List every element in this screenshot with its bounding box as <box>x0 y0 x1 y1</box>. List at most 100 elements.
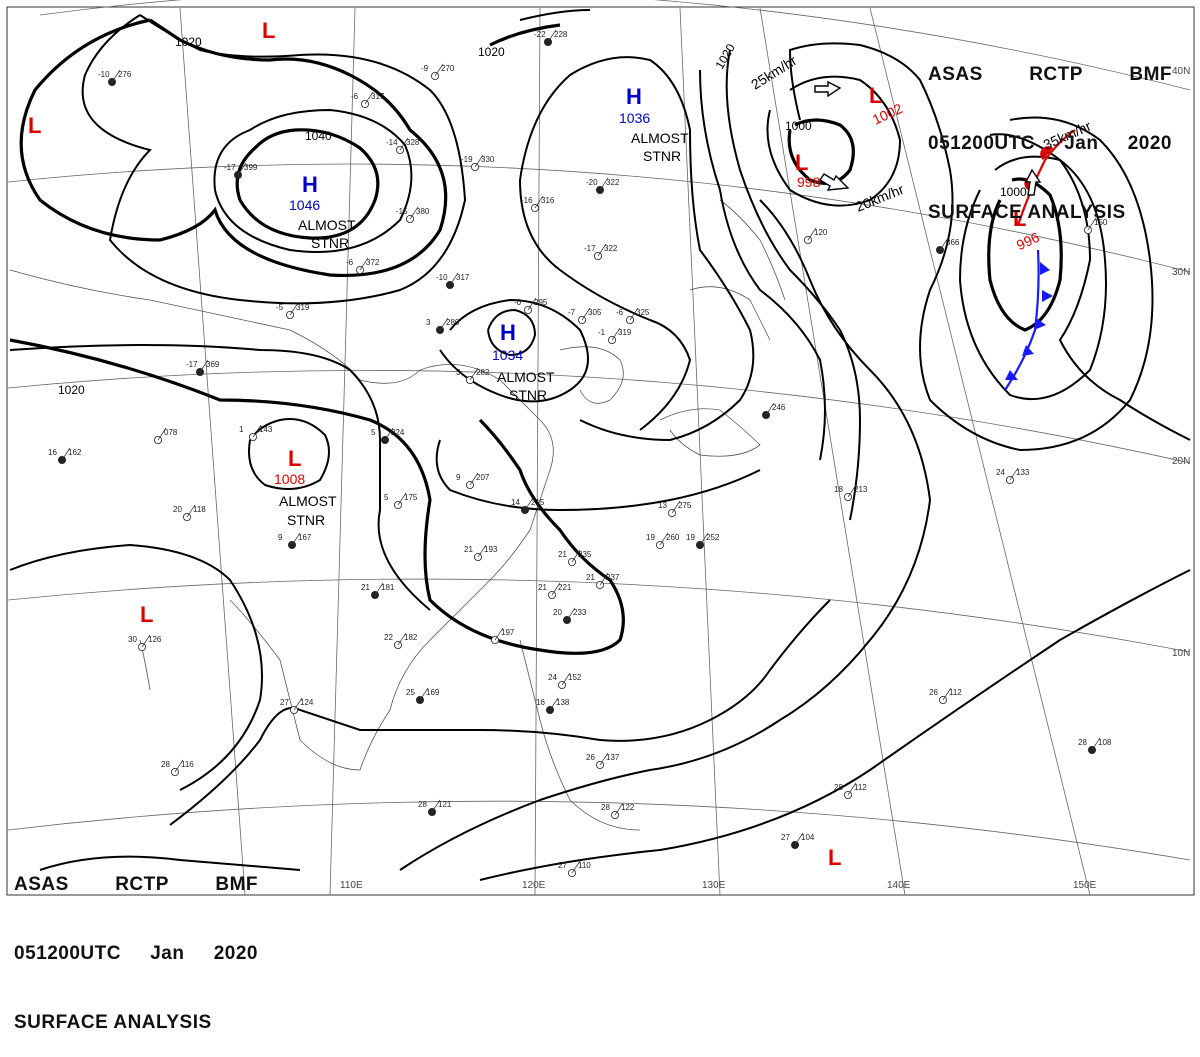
station-pressure: 270 <box>441 64 455 73</box>
station-temperature: 20 <box>173 505 182 514</box>
station-temperature: 14 <box>511 498 520 507</box>
station-temperature: 27 <box>280 698 289 707</box>
station-plot: 9 167 <box>278 532 312 550</box>
station-plot: 246 <box>762 402 786 419</box>
station-plot: 9 207 <box>456 472 490 489</box>
header-bottom-left: ASAS RCTP BMF 051200UTC Jan 2020 SURFACE… <box>14 827 258 1057</box>
low-center-letter: L <box>869 83 882 108</box>
wind-barb <box>549 697 559 711</box>
lat-label: 10N <box>1172 648 1190 659</box>
station-plot: 150 <box>1084 217 1108 234</box>
station-plot: 22 182 <box>384 632 418 650</box>
station-plots: -10 276-6 317-9 270-22 228-14 328-19 330-17 399… <box>48 29 1112 878</box>
station-temperature: -10 <box>436 273 448 282</box>
station-plot: 16 162 <box>48 447 82 464</box>
station-plot: 26 112 <box>929 687 962 705</box>
wind-barb <box>611 327 621 341</box>
station-temperature: 13 <box>658 501 667 510</box>
wind-barb <box>359 257 369 271</box>
station-plot: -19 330 <box>461 154 495 171</box>
station-temperature: -14 <box>386 138 398 147</box>
center-note: ALMOST <box>279 493 337 509</box>
station-pressure: 237 <box>606 573 620 582</box>
station-plot: -7 305 <box>568 307 602 324</box>
station-temperature: 21 <box>538 583 547 592</box>
station-pressure: 104 <box>801 833 815 842</box>
station-pressure: 319 <box>618 328 632 337</box>
wind-barb <box>659 532 669 546</box>
station-temperature: -22 <box>534 30 546 39</box>
station-pressure: 276 <box>118 70 132 79</box>
station-plot: -16 316 <box>521 195 555 212</box>
station-pressure: 137 <box>606 753 620 762</box>
station-temperature: -6 <box>616 308 624 317</box>
isobar-label: 1020 <box>175 35 202 49</box>
station-temperature: 27 <box>781 833 790 842</box>
station-plot: 066 <box>936 237 960 254</box>
station-pressure: 169 <box>426 688 440 697</box>
station-plot: -9 270 <box>421 63 455 81</box>
station-plot: 3 280 <box>426 317 460 334</box>
station-plot: 120 <box>804 227 828 244</box>
station-pressure: 181 <box>381 583 395 592</box>
station-plot: -0 295 <box>514 297 548 314</box>
station-plot: 20 118 <box>173 504 206 522</box>
wind-barb <box>111 69 121 83</box>
wind-barb <box>252 424 262 438</box>
station-pressure: 275 <box>678 501 692 510</box>
wind-barb <box>364 91 374 105</box>
wind-barb <box>939 237 949 251</box>
station-plot: 16 138 <box>536 697 570 715</box>
station-temperature: 28 <box>1078 738 1087 747</box>
wind-barb <box>237 162 247 176</box>
high-center-value: 1046 <box>289 197 320 213</box>
lon-label: 140E <box>887 880 911 891</box>
wind-barb <box>409 206 419 220</box>
center-note: STNR <box>287 512 325 528</box>
station-temperature: 5 <box>371 428 376 437</box>
wind-barb <box>599 177 609 191</box>
lon-label: 110E <box>340 880 363 891</box>
station-plot: 20 233 <box>553 607 587 625</box>
station-pressure: 224 <box>391 428 405 437</box>
lat-label: 40N <box>1172 66 1190 77</box>
station-plot: 13 275 <box>658 500 692 517</box>
station-plot: 078 <box>153 427 178 444</box>
station-plot: 30 126 <box>128 634 162 652</box>
header-time: 051200UTC <box>928 133 1035 154</box>
station-temperature: 28 <box>161 760 170 769</box>
station-plot: 28 112 <box>834 782 867 800</box>
graticule <box>7 0 1191 896</box>
header-code: BMF <box>215 874 258 895</box>
center-note: ALMOST <box>631 130 689 146</box>
header-center: RCTP <box>115 874 169 895</box>
station-plot: -17 369 <box>186 359 220 376</box>
wind-barb <box>599 752 609 766</box>
header-center: RCTP <box>1029 64 1083 85</box>
wind-barb <box>474 154 484 168</box>
station-temperature: 20 <box>553 608 562 617</box>
wind-barb <box>571 549 581 563</box>
station-temperature: 19 <box>686 533 695 542</box>
low-center-letter: L <box>28 113 41 138</box>
wind-barb <box>174 759 184 773</box>
header-product: ASAS <box>928 64 983 85</box>
station-temperature: -15 <box>396 207 408 216</box>
station-pressure: 295 <box>534 298 548 307</box>
station-temperature: -6 <box>351 92 359 101</box>
latlon-labels: 40N 30N 20N 10N 110E 120E 130E 140E 150E <box>340 66 1190 891</box>
station-pressure: 317 <box>456 273 470 282</box>
weather-map: 1020 1020 1040 1020 1000 1000 1020 H 104… <box>6 0 1195 896</box>
station-plot: -6 317 <box>351 91 385 109</box>
wind-barb <box>384 427 394 441</box>
station-temperature: 26 <box>586 753 595 762</box>
center-note: ALMOST <box>298 217 356 233</box>
wind-barb <box>671 500 681 514</box>
station-plot: 19 252 <box>686 532 720 550</box>
station-temperature: 21 <box>361 583 370 592</box>
high-center-value: 1034 <box>492 347 523 363</box>
station-pressure: 330 <box>481 155 495 164</box>
wind-barb <box>293 697 303 711</box>
station-temperature: -7 <box>568 308 576 317</box>
station-plot: 19 260 <box>646 532 680 550</box>
